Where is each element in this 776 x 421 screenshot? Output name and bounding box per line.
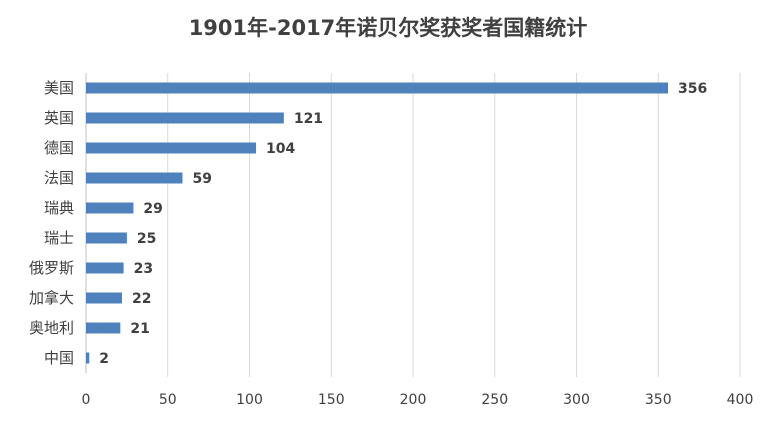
category-label-2: 德国 [44,139,74,157]
bar-1 [86,112,284,124]
category-label-7: 加拿大 [29,289,74,307]
value-label-6: 23 [134,261,153,277]
bar-4 [86,202,134,214]
category-label-9: 中国 [44,349,74,367]
x-tick-label-200: 200 [400,392,427,408]
category-label-5: 瑞士 [44,229,74,247]
value-label-3: 59 [192,171,211,187]
x-tick-label-0: 0 [82,392,91,408]
category-label-6: 俄罗斯 [29,259,74,277]
value-label-0: 356 [678,81,707,97]
value-label-1: 121 [294,111,323,127]
bar-5 [86,232,127,244]
value-label-2: 104 [266,141,295,157]
bar-3 [86,172,183,184]
x-tick-label-400: 400 [727,392,754,408]
value-label-5: 25 [137,231,156,247]
bar-0 [86,82,669,94]
x-tick-label-100: 100 [236,392,263,408]
value-label-9: 2 [99,351,109,367]
bar-2 [86,142,257,154]
category-label-0: 美国 [44,79,74,97]
bar-9 [86,352,90,364]
bar-7 [86,292,122,304]
bar-8 [86,322,121,334]
x-tick-label-50: 50 [159,392,177,408]
category-label-8: 奥地利 [29,319,74,337]
x-tick-label-250: 250 [481,392,508,408]
bar-6 [86,262,124,274]
x-tick-label-350: 350 [645,392,672,408]
category-label-1: 英国 [44,109,74,127]
category-label-3: 法国 [44,169,74,187]
chart-title: 1901年-2017年诺贝尔奖获奖者国籍统计 [188,16,588,40]
x-tick-label-300: 300 [563,392,590,408]
value-label-4: 29 [143,201,162,217]
x-tick-label-150: 150 [318,392,345,408]
category-label-4: 瑞典 [44,199,74,217]
value-label-7: 22 [132,291,151,307]
value-label-8: 21 [130,321,149,337]
